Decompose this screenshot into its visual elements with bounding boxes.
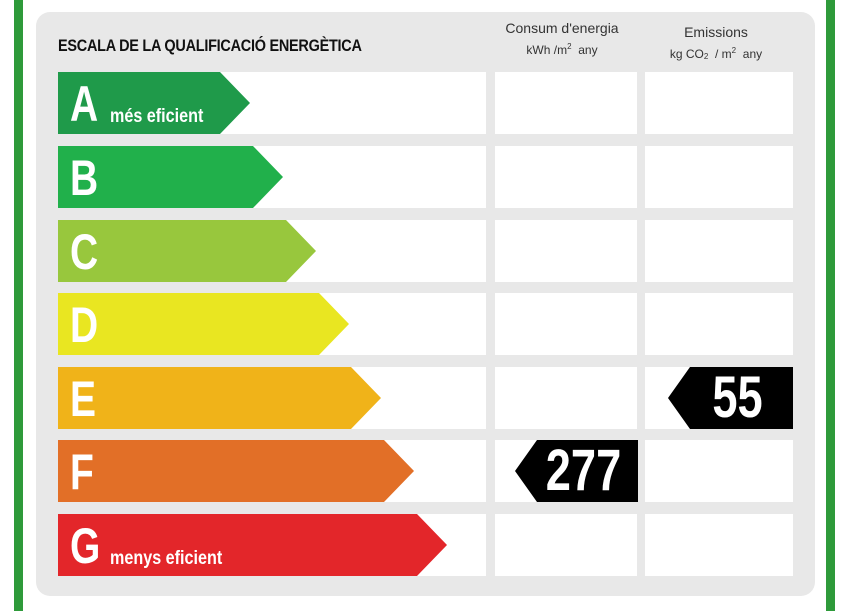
- energy-cell: [495, 514, 637, 576]
- emissions-cell: [645, 146, 793, 208]
- energy-value-tag-value: 277: [545, 438, 622, 503]
- energy-cell: [495, 220, 637, 282]
- scale-title: ESCALA DE LA QUALIFICACIÓ ENERGÈTICA: [58, 36, 362, 55]
- rating-letter: F: [70, 444, 94, 500]
- emissions-cell: [645, 72, 793, 134]
- rating-row-f: F 277: [0, 440, 845, 502]
- energy-cell: [495, 72, 637, 134]
- emissions-cell: [645, 440, 793, 502]
- energy-cell: [495, 293, 637, 355]
- rating-arrow-f: [58, 440, 414, 502]
- rating-letter: C: [70, 224, 99, 280]
- rating-letter: E: [70, 371, 97, 427]
- emissions-value-tag: 55: [668, 367, 793, 429]
- energy-value-tag: 277: [515, 440, 638, 502]
- emissions-value-tag-value: 55: [712, 365, 763, 430]
- rating-arrow-d: [58, 293, 349, 355]
- rating-row-c: C: [0, 220, 845, 282]
- energy-column-label: Consum d'energia: [505, 20, 619, 36]
- emissions-column-label: Emissions: [684, 24, 748, 40]
- rating-row-b: B: [0, 146, 845, 208]
- rating-arrow-g: [58, 514, 447, 576]
- rating-letter: G: [70, 518, 101, 574]
- energy-column-unit: kWh /m2 any: [526, 42, 598, 57]
- emissions-cell: [645, 293, 793, 355]
- emissions-column-unit: kg CO2 / m2 any: [669, 46, 763, 61]
- rating-sublabel: més eficient: [110, 106, 204, 127]
- rating-letter: A: [70, 76, 99, 132]
- energy-column-header: Consum d'energia kWh /m2 any: [492, 20, 632, 58]
- energy-cell: [495, 146, 637, 208]
- emissions-cell: [645, 220, 793, 282]
- rating-arrow-b: [58, 146, 283, 208]
- rating-arrow-e: [58, 367, 381, 429]
- rating-arrow-a: [58, 72, 250, 134]
- rating-arrow-c: [58, 220, 316, 282]
- rating-row-e: E 55: [0, 367, 845, 429]
- left-border: [14, 0, 23, 611]
- rating-sublabel: menys eficient: [110, 548, 223, 569]
- energy-cell: [495, 367, 637, 429]
- right-border: [826, 0, 835, 611]
- rating-row-d: D: [0, 293, 845, 355]
- emissions-cell: [645, 514, 793, 576]
- emissions-column-header: Emissions kg CO2 / m2 any: [645, 24, 787, 65]
- rating-letter: D: [70, 297, 99, 353]
- rating-letter: B: [70, 150, 99, 206]
